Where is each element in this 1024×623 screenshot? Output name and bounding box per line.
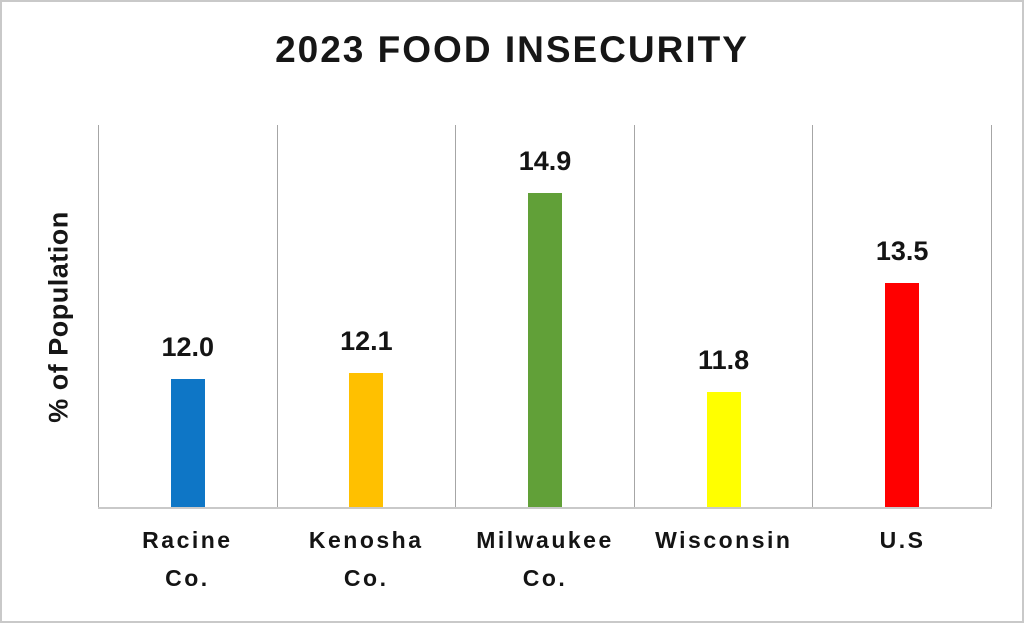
bar-wisconsin: [706, 392, 741, 507]
x-axis-category-label-kenosha-co: Kenosha Co.: [308, 527, 424, 591]
x-axis-category-label-racine-co: Racine Co.: [142, 527, 233, 591]
x-axis-category-label-u-s: U.S: [879, 527, 926, 553]
chart-column-kenosha-co: 12.1: [278, 125, 457, 507]
chart-column-u-s: 13.5: [813, 125, 992, 507]
bar-racine-co: [170, 379, 205, 507]
plot-area: 12.0 12.1 14.9 11.8 13.5: [98, 125, 992, 509]
data-label-kenosha-co: 12.1: [340, 326, 393, 356]
chart-column-milwaukee-co: 14.9: [456, 125, 635, 507]
chart-column-racine-co: 12.0: [98, 125, 278, 507]
chart-title: 2023 FOOD INSECURITY: [275, 29, 749, 70]
bar-kenosha-co: [349, 373, 384, 507]
data-label-racine-co: 12.0: [161, 332, 215, 362]
chart-column-wisconsin: 11.8: [635, 125, 814, 507]
data-label-wisconsin: 11.8: [698, 345, 750, 375]
data-label-milwaukee-co: 14.9: [518, 146, 572, 176]
x-axis-labels: Racine Co. Kenosha Co. Milwaukee Co. Wiscon…: [98, 521, 992, 597]
bar-u-s: [885, 283, 920, 507]
data-label-u-s: 13.5: [875, 236, 929, 266]
y-axis-label: % of Population: [43, 211, 74, 423]
bar-milwaukee-co: [527, 193, 562, 507]
x-axis-category-label-wisconsin: Wisconsin: [655, 527, 793, 553]
x-axis-category-label-milwaukee-co: Milwaukee Co.: [476, 527, 614, 591]
